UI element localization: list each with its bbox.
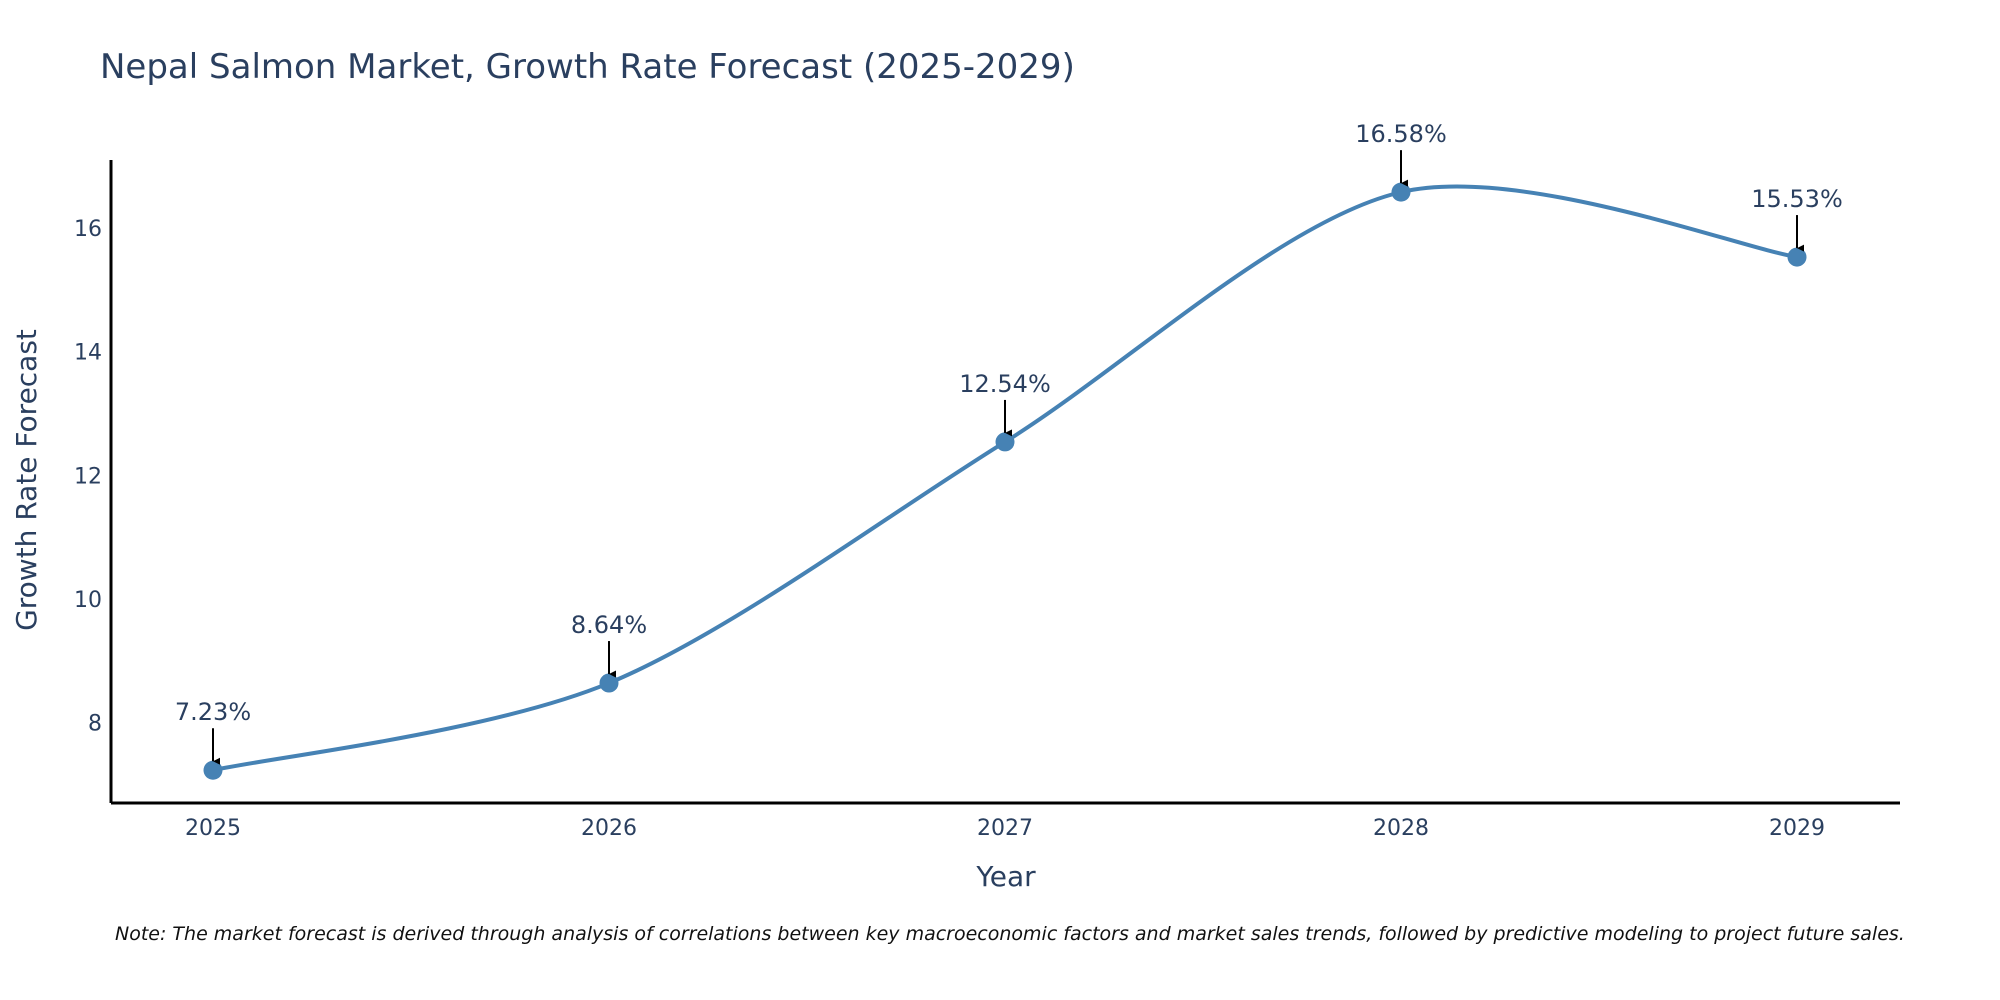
y-tick-label: 8 — [88, 712, 102, 737]
y-tick-label: 16 — [74, 217, 102, 242]
data-label: 12.54% — [959, 370, 1051, 398]
x-tick-group: 2025 2026 2027 2028 2029 — [185, 816, 1825, 841]
x-tick-label: 2025 — [185, 816, 241, 841]
x-tick-label: 2027 — [977, 816, 1033, 841]
data-point — [599, 673, 619, 693]
x-tick-label: 2026 — [581, 816, 637, 841]
footnote: Note: The market forecast is derived thr… — [115, 923, 1905, 945]
y-tick-label: 12 — [74, 464, 102, 489]
data-label: 8.64% — [571, 611, 647, 639]
data-annotations: 7.23% 8.64% 12.54% 16.58% 15.53% — [175, 120, 1843, 765]
y-tick-label: 14 — [74, 341, 102, 366]
y-tick-group: 8 10 12 14 16 — [74, 217, 102, 737]
x-tick-label: 2029 — [1769, 816, 1825, 841]
data-point — [995, 432, 1015, 452]
chart-title: Nepal Salmon Market, Growth Rate Forecas… — [100, 47, 1075, 87]
x-axis-title: Year — [975, 860, 1036, 893]
plot-area: 8 10 12 14 16 2025 2026 2027 2028 2029 7.23% 8.64… — [74, 120, 1900, 841]
data-point — [1787, 247, 1807, 267]
y-tick-label: 10 — [74, 588, 102, 613]
data-point — [1391, 182, 1411, 202]
x-tick-label: 2028 — [1373, 816, 1429, 841]
data-point — [203, 760, 223, 780]
data-markers — [203, 182, 1807, 780]
data-label: 16.58% — [1355, 120, 1447, 148]
y-axis-title: Growth Rate Forecast — [10, 329, 43, 631]
series-line — [212, 184, 1798, 773]
data-label: 15.53% — [1751, 185, 1843, 213]
data-label: 7.23% — [175, 698, 251, 726]
